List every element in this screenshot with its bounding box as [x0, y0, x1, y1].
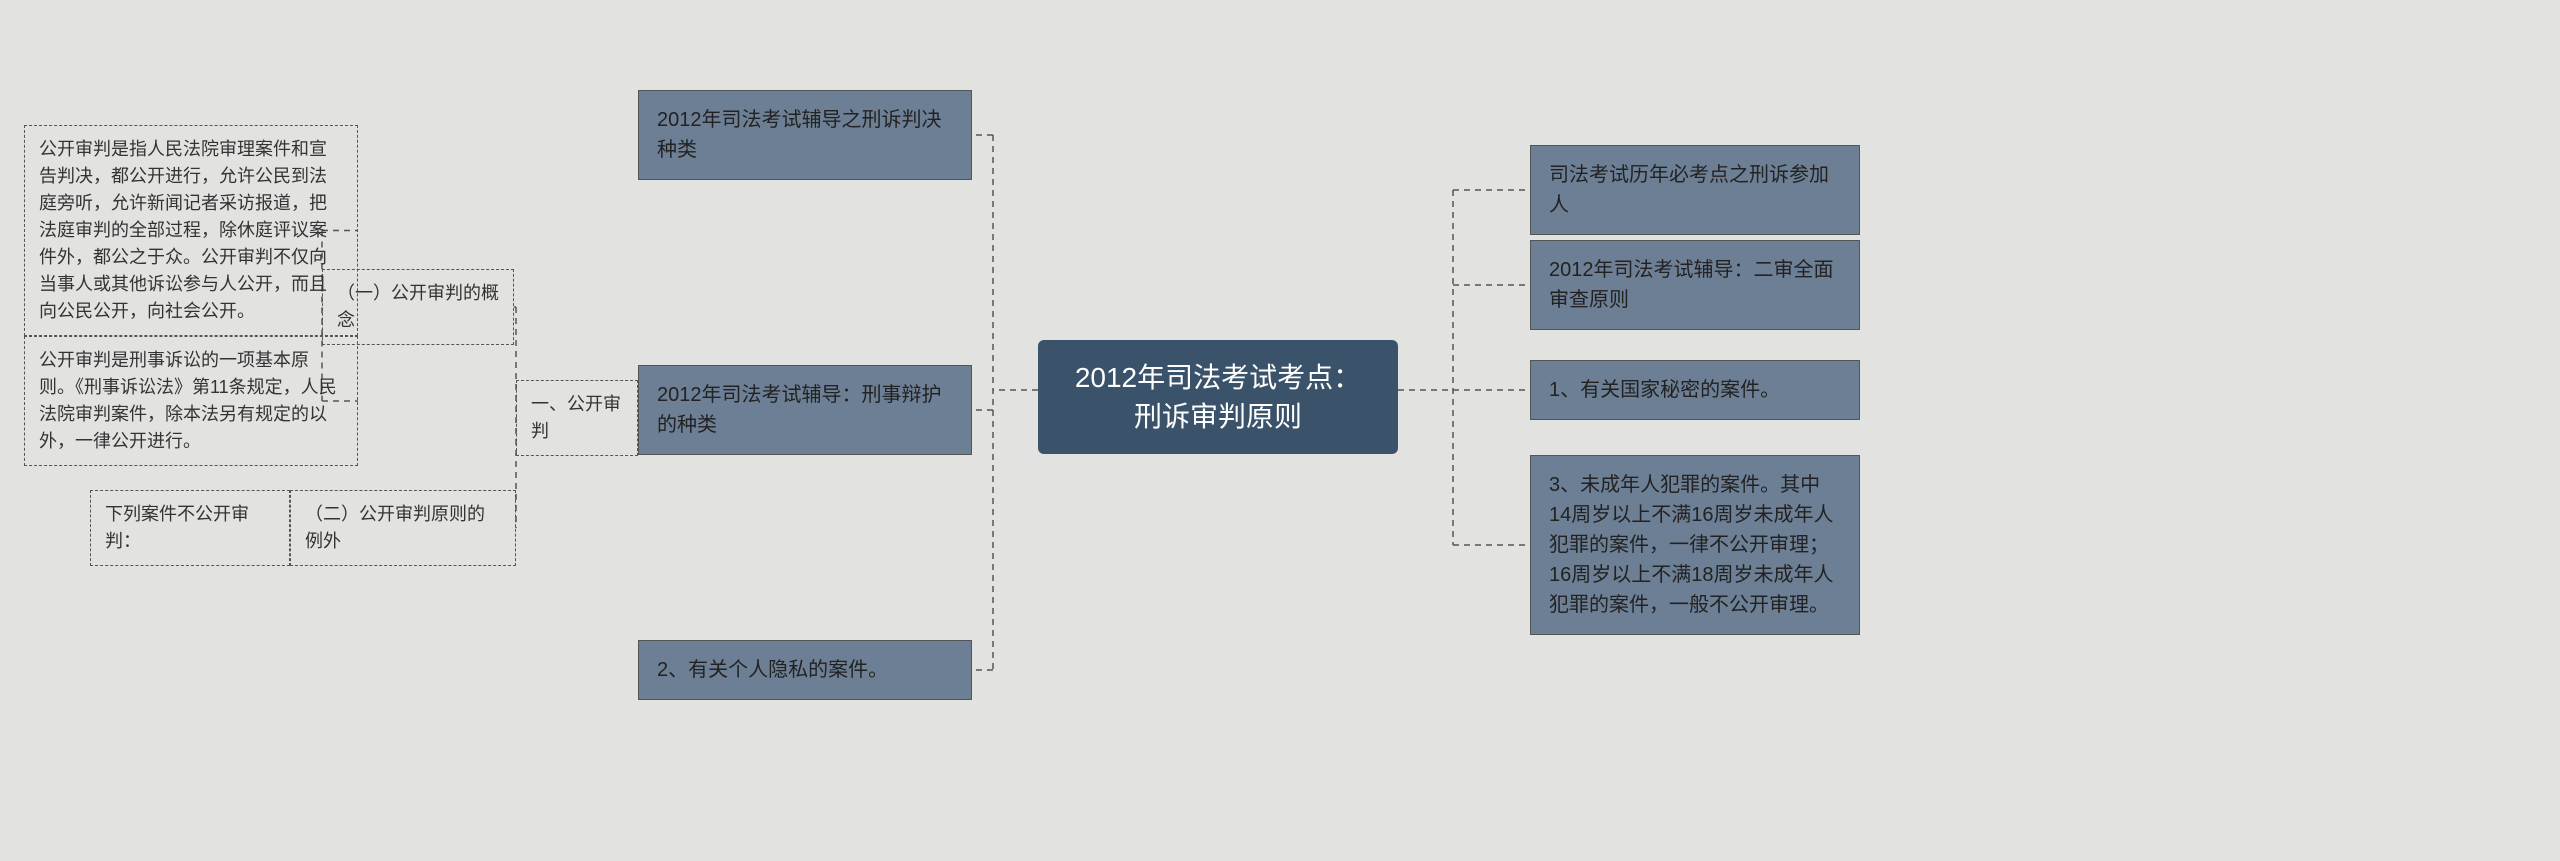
dashed-node-3: 公开审判是指人民法院审理案件和宣告判决，都公开进行，允许公民到法庭旁听，允许新闻… — [24, 125, 358, 336]
dashed-node-2: （二）公开审判原则的例外 — [290, 490, 516, 566]
right-node-3: 3、未成年人犯罪的案件。其中14周岁以上不满16周岁未成年人犯罪的案件，一律不公… — [1530, 455, 1860, 635]
right-node-1: 2012年司法考试辅导：二审全面审查原则 — [1530, 240, 1860, 330]
dashed-node-5: 下列案件不公开审判： — [90, 490, 290, 566]
right-node-2: 1、有关国家秘密的案件。 — [1530, 360, 1860, 420]
root-node: 2012年司法考试考点：刑诉审判原则 — [1038, 340, 1398, 454]
right-node-0: 司法考试历年必考点之刑诉参加人 — [1530, 145, 1860, 235]
dashed-node-0: 一、公开审判 — [516, 380, 638, 456]
left-node-1: 2012年司法考试辅导：刑事辩护的种类 — [638, 365, 972, 455]
left-node-2: 2、有关个人隐私的案件。 — [638, 640, 972, 700]
dashed-node-4: 公开审判是刑事诉讼的一项基本原则。《刑事诉讼法》第11条规定，人民法院审判案件，… — [24, 336, 358, 466]
left-node-0: 2012年司法考试辅导之刑诉判决种类 — [638, 90, 972, 180]
